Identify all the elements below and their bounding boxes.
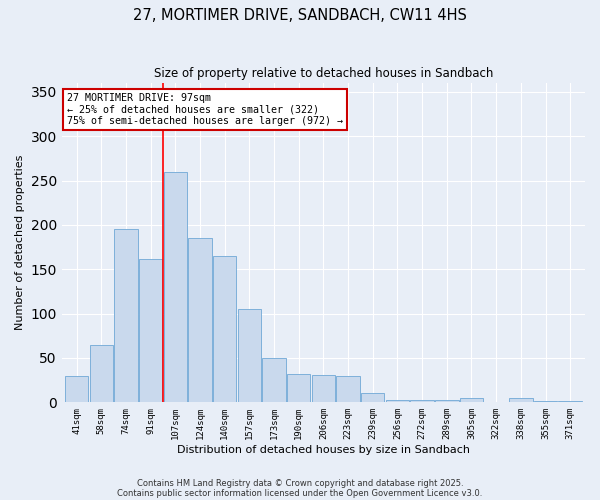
Bar	[534, 400, 557, 402]
Bar	[287, 374, 310, 402]
Text: Contains HM Land Registry data © Crown copyright and database right 2025.: Contains HM Land Registry data © Crown c…	[137, 478, 463, 488]
Bar	[386, 400, 409, 402]
Bar	[337, 376, 360, 402]
Bar	[238, 309, 261, 402]
X-axis label: Distribution of detached houses by size in Sandbach: Distribution of detached houses by size …	[177, 445, 470, 455]
Bar	[65, 376, 88, 402]
Bar	[460, 398, 483, 402]
Text: 27, MORTIMER DRIVE, SANDBACH, CW11 4HS: 27, MORTIMER DRIVE, SANDBACH, CW11 4HS	[133, 8, 467, 22]
Bar	[361, 392, 385, 402]
Bar	[559, 400, 582, 402]
Bar	[89, 344, 113, 403]
Bar	[262, 358, 286, 403]
Y-axis label: Number of detached properties: Number of detached properties	[15, 155, 25, 330]
Text: Contains public sector information licensed under the Open Government Licence v3: Contains public sector information licen…	[118, 488, 482, 498]
Bar	[435, 400, 458, 402]
Bar	[188, 238, 212, 402]
Bar	[114, 228, 137, 402]
Title: Size of property relative to detached houses in Sandbach: Size of property relative to detached ho…	[154, 68, 493, 80]
Bar	[509, 398, 533, 402]
Bar	[164, 172, 187, 402]
Bar	[213, 256, 236, 402]
Bar	[139, 258, 163, 402]
Bar	[410, 400, 434, 402]
Bar	[311, 375, 335, 402]
Text: 27 MORTIMER DRIVE: 97sqm
← 25% of detached houses are smaller (322)
75% of semi-: 27 MORTIMER DRIVE: 97sqm ← 25% of detach…	[67, 92, 343, 126]
